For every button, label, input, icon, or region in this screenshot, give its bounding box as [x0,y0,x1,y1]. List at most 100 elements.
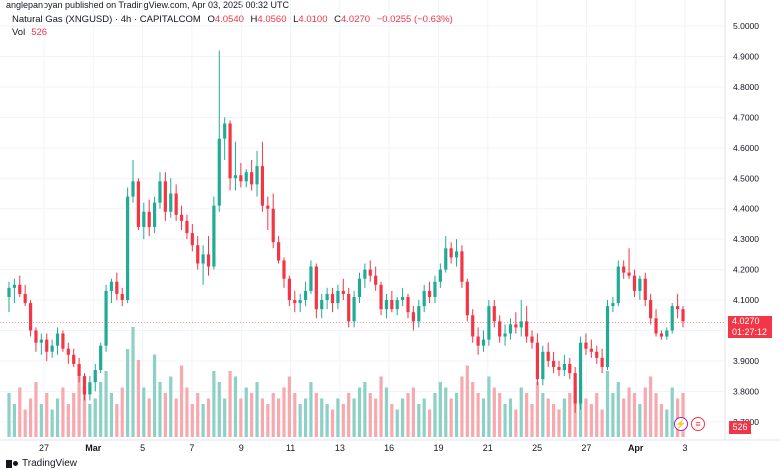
volume-bar [616,382,620,437]
x-tick-label: 11 [286,443,295,453]
volume-bar [374,398,378,437]
candle-body [293,300,297,304]
volume-bar [39,404,43,437]
candle-body [136,181,141,227]
volume-bar [271,393,275,437]
volume-label: Vol [12,27,26,38]
candle-body [638,278,642,291]
time-axis: 27 Mar 5 7 9 11 13 16 19 21 25 27 Apr 3 [0,439,780,453]
candle-body [66,348,70,355]
volume-bar [196,393,200,437]
volume-bar [508,398,513,437]
close-label: C [334,14,341,25]
candle-body [681,309,685,322]
volume-bar [525,393,529,437]
candle-body [244,172,248,182]
close-value: 4.0270 [341,14,371,25]
volume-bar [557,409,561,437]
volume-bars [7,327,685,437]
volume-bar [649,376,653,437]
candle-body [39,339,43,343]
volume-bar [514,409,518,437]
volume-tag: 526 [729,421,751,434]
candle-body [427,290,432,297]
earnings-flag-icon[interactable]: ≡ [691,417,705,431]
candle-body [7,287,11,297]
candle-body [530,336,534,343]
low-label: L [293,14,299,25]
candle-body [152,202,157,227]
volume-bar [50,409,54,437]
candle-body [568,363,572,374]
volume-bar [77,376,81,437]
last-price-tag: 4.0270 [728,316,772,328]
candle-body [622,266,626,273]
candle-body [260,166,265,206]
volume-bar [233,376,238,437]
candlesticks [7,50,685,413]
volume-bar [34,382,38,437]
volume-bar [18,387,22,437]
candle-body [654,318,658,334]
volume-bar [298,404,302,437]
candle-body [363,269,367,279]
candle-body [471,315,475,337]
candle-body [487,306,491,340]
y-tick-label: 4.2000 [733,265,759,275]
candle-body [163,181,167,212]
x-tick-label: Apr [628,443,644,453]
candle-body [578,342,583,404]
candle-body [589,348,593,352]
volume-bar [142,387,146,437]
volume-bar [589,404,593,437]
lightning-icon[interactable]: ⚡ [674,417,688,431]
volume-bar [336,398,340,437]
volume-bar [82,387,87,437]
volume-bar [654,393,658,437]
volume-bar [411,387,415,437]
candle-body [525,321,529,337]
y-tick-label: 5.0000 [733,21,759,31]
volume-bar [368,393,372,437]
candle-body [600,357,604,367]
volume-bar [600,409,604,437]
candle-body [174,193,178,215]
candle-body [147,211,151,227]
y-tick-label: 4.4000 [733,204,759,214]
publisher-line: anglepanoyan published on TradingView.co… [6,0,290,10]
candle-body [562,363,566,371]
candle-body [611,303,615,307]
volume-bar [169,376,173,437]
volume-bar [66,404,70,437]
volume-bar [228,371,232,437]
candle-body [659,333,664,337]
candle-body [282,260,286,279]
volume-bar [55,398,60,437]
y-tick-label: 4.7000 [733,112,759,122]
volume-bar [255,382,259,437]
volume-bar [131,327,135,437]
y-tick-label: 3.9000 [733,356,759,366]
volume-bar [503,404,507,437]
candle-body [28,303,33,331]
volume-bar [379,376,383,437]
volume-bar [206,398,211,437]
candle-body [217,138,221,206]
candle-body [271,208,275,243]
volume-bar [7,393,11,437]
candle-body [390,300,394,310]
volume-bar [584,398,588,437]
volume-bar [212,371,216,437]
y-tick-label: 4.1000 [733,295,759,305]
volume-bar [109,393,114,437]
symbol-legend: Natural Gas (XNGUSD) · 4h · CAPITALCOM O… [12,14,453,25]
candle-body [503,333,507,337]
candle-body [444,248,448,270]
volume-bar [126,349,130,437]
volume-bar [562,398,566,437]
volume-bar [217,382,221,437]
volume-bar [498,393,502,437]
candle-body [104,290,108,346]
candle-body [379,284,383,310]
